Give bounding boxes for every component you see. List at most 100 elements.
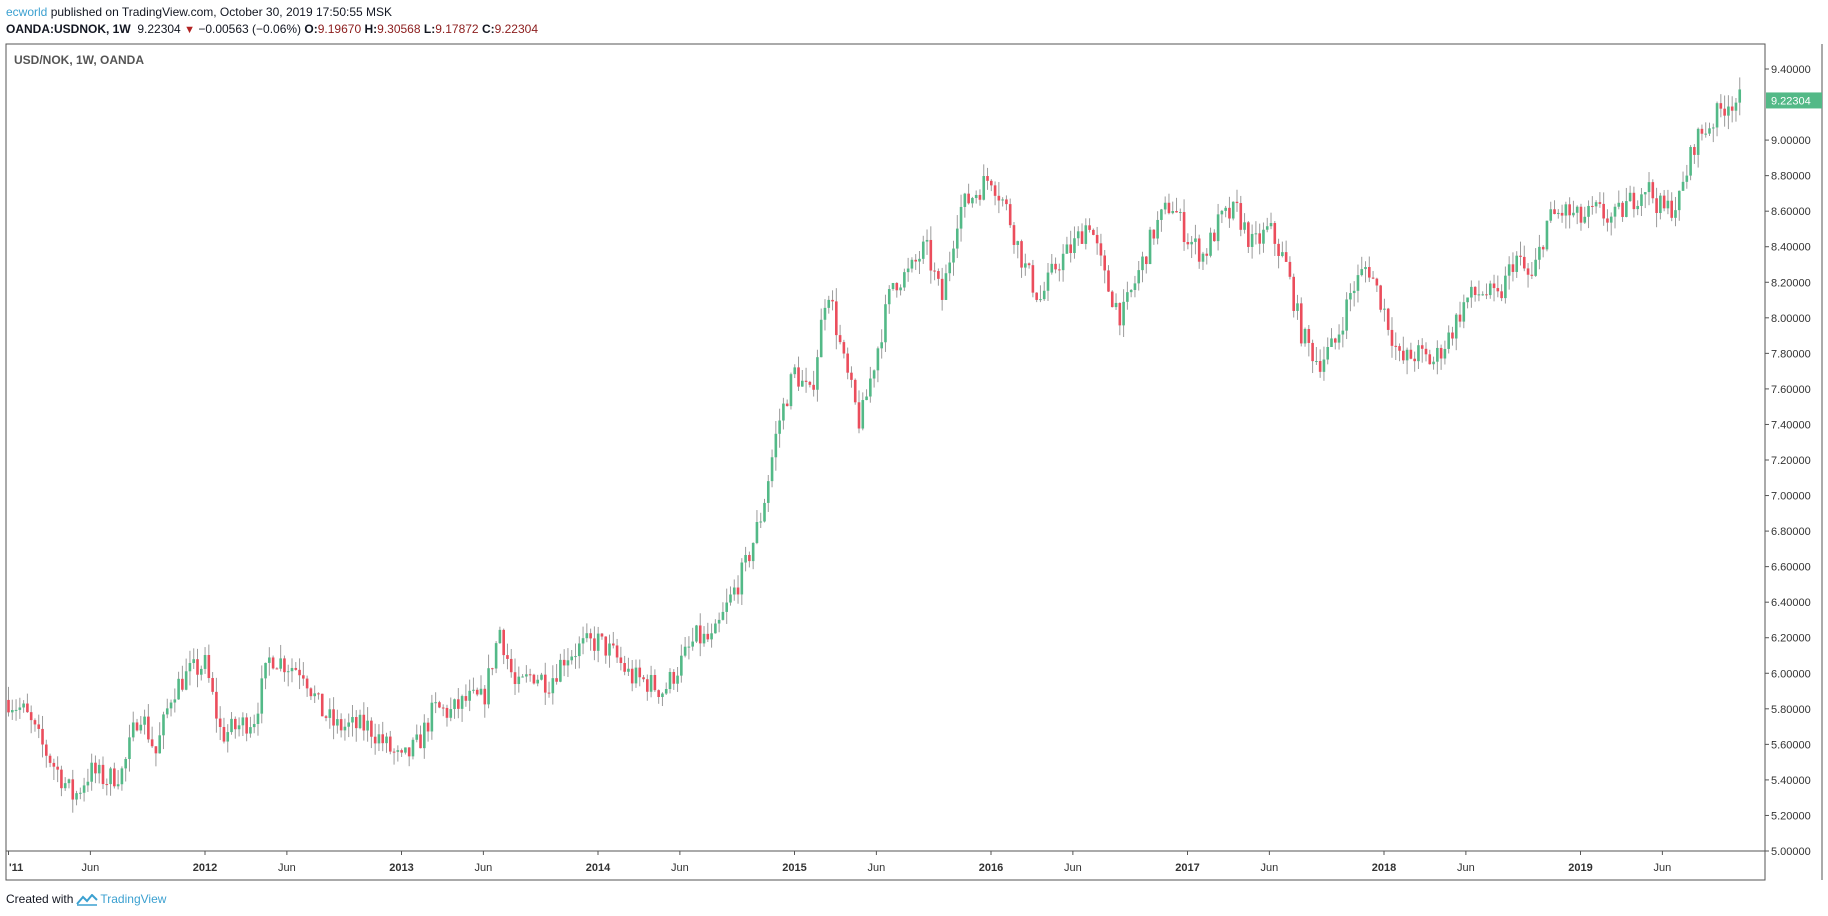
candle-up [14,709,18,711]
candle-up [551,678,555,694]
candle-up [865,396,868,401]
candle-down [33,720,37,725]
candle-down [457,699,460,709]
candle-down [275,668,279,670]
candle-up [517,676,521,685]
candle-up [1711,127,1715,129]
candle-up [449,709,453,718]
candle-up [1613,206,1617,217]
time-tick-label: 2018 [1372,862,1396,874]
candle-down [1107,270,1110,292]
candle-up [347,722,350,727]
candle-up [782,403,785,421]
candle-down [218,718,222,727]
candle-down [438,702,441,708]
candle-down [513,672,517,685]
candle-up [710,633,713,640]
candle-up [1337,334,1341,343]
candle-down [528,674,532,676]
candle-up [124,759,127,769]
price-tick-label: 7.00000 [1771,491,1811,503]
candle-up [1470,286,1473,298]
candle-up [1738,89,1742,103]
time-axis[interactable]: '11 Jun 2012 Jun 2013 Jun 2014 Jun 2015 Jun 2016 Ju… [8,851,1672,874]
candlestick-series [7,77,1742,813]
candle-down [1027,263,1031,266]
candle-down [52,762,56,767]
candle-down [1235,201,1239,204]
author-link[interactable]: ecworld [6,5,48,19]
candle-down [1020,241,1023,268]
candle-up [627,668,630,672]
candle-up [472,689,475,691]
candle-up [1220,210,1224,215]
candle-down [60,769,63,789]
candle-up [1564,204,1568,216]
candle-down [245,717,248,734]
candle-down [895,282,899,291]
candle-down [748,554,751,562]
candle-up [494,643,498,669]
low-value: 9.17872 [435,22,479,36]
candle-down [1700,128,1704,134]
candle-down [1186,242,1190,245]
price-tick-label: 9.40000 [1771,64,1811,76]
candle-up [903,272,906,288]
candle-down [1568,204,1571,216]
candle-up [1349,293,1352,300]
candle-up [585,633,589,639]
down-arrow-icon: ▼ [184,24,195,36]
candle-down [1213,232,1216,242]
candle-up [1575,206,1579,213]
price-axis[interactable]: 9.40000 9.00000 8.80000 8.60000 8.40000 8.200… [1765,64,1811,858]
candle-up [1681,181,1685,191]
low-label: L: [423,22,436,36]
candle-down [1144,256,1148,265]
time-tick-label: Jun [671,862,689,874]
high-label: H: [364,22,378,36]
price-tick-label: 6.80000 [1771,526,1811,538]
candle-up [721,611,725,620]
candle-up [1194,238,1197,242]
candle-up [755,521,759,543]
candle-down [506,655,509,659]
tradingview-link[interactable]: TradingView [100,892,167,906]
candle-down [1277,243,1280,256]
candle-down [1632,192,1636,210]
price-tick-label: 5.00000 [1771,846,1811,858]
candle-up [959,206,963,229]
candle-down [207,655,211,679]
candle-up [1345,299,1348,331]
candle-down [1273,223,1277,244]
candle-up [97,764,101,774]
candle-up [158,735,161,754]
candle-up [1466,297,1469,303]
candle-down [41,728,44,745]
time-tick-label: Jun [1457,862,1475,874]
price-tick-label: 8.20000 [1771,277,1811,289]
candle-up [184,671,188,690]
candle-up [725,602,728,612]
candle-down [1103,255,1106,271]
candle-down [45,744,48,756]
candle-up [1677,190,1681,211]
candle-up [404,747,407,753]
candle-down [1035,292,1038,300]
candle-down [1012,225,1016,245]
candle-down [320,693,324,717]
candle-up [351,717,354,723]
candle-down [381,734,385,744]
candle-up [891,282,895,290]
candle-down [604,636,608,656]
candle-up [1160,209,1163,220]
candle-down [211,678,214,692]
candle-up [434,702,437,704]
candle-down [1031,265,1035,293]
last-price: 9.22304 [137,22,181,36]
candle-down [642,677,645,680]
candle-up [479,688,483,695]
candle-up [116,784,120,787]
candle-up [260,678,264,714]
candle-up [1209,232,1212,256]
